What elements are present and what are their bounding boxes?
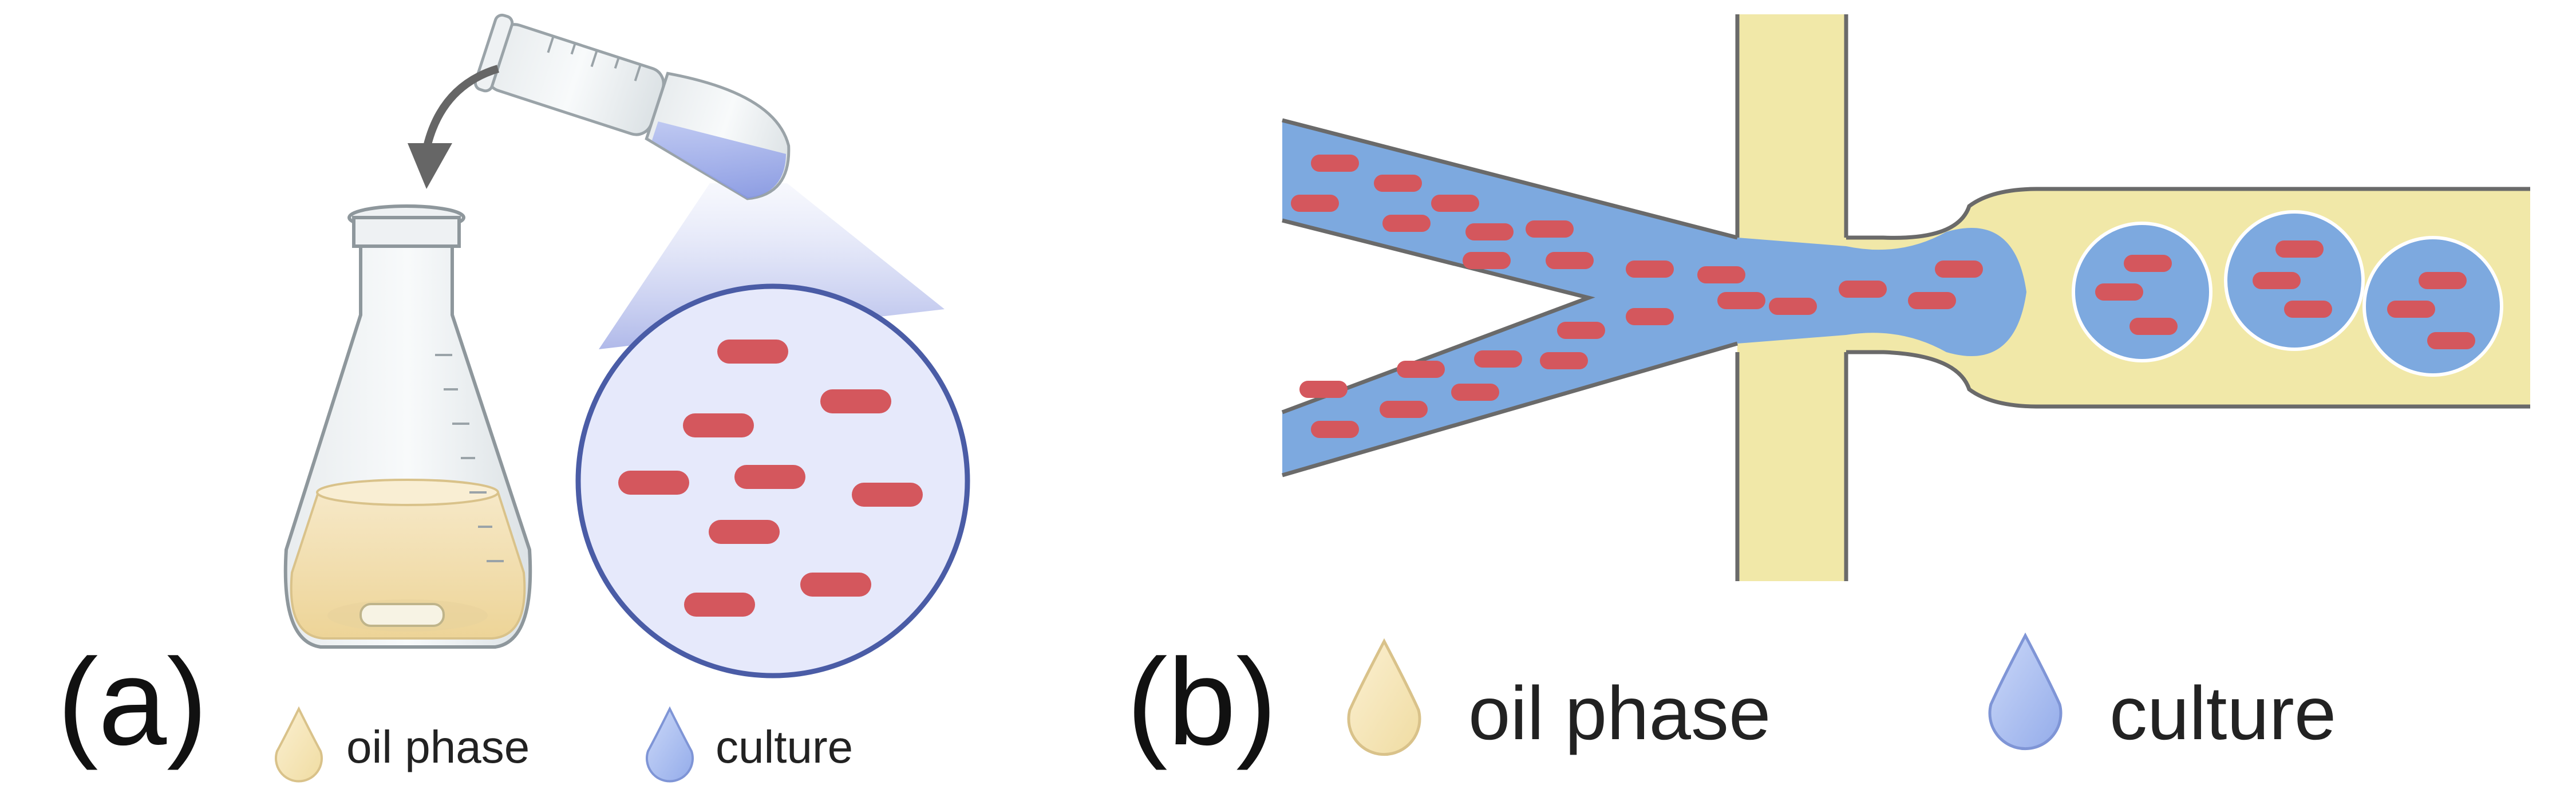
bacterium — [1311, 155, 1359, 172]
bacterium — [1311, 421, 1359, 438]
bacterium — [820, 389, 891, 413]
legend-culture-label-b: culture — [2109, 671, 2337, 755]
bacterium — [1717, 292, 1765, 309]
bacterium — [1299, 381, 1348, 398]
bacterium — [1769, 298, 1817, 315]
bacterium — [1451, 384, 1499, 401]
bacterium — [717, 340, 788, 364]
bacterium — [1839, 281, 1887, 298]
oil-droplet-icon — [1347, 638, 1421, 756]
bacterium — [852, 483, 923, 507]
bacterium — [1526, 220, 1574, 238]
pouring-flask — [473, 13, 791, 200]
panel-a — [275, 13, 970, 783]
bacterium — [2129, 318, 2178, 335]
bacterium — [1626, 308, 1674, 325]
bacterium — [1557, 322, 1605, 339]
bacterium — [2253, 272, 2301, 289]
legend-oil-phase-label-b: oil phase — [1468, 671, 1771, 755]
bacterium — [683, 413, 754, 437]
legend-culture-label-a: culture — [716, 721, 854, 772]
bacterium — [800, 573, 871, 597]
bacterium — [2284, 301, 2332, 318]
bacterium — [1626, 261, 1674, 278]
oil-droplet-icon — [275, 706, 323, 783]
bacterium — [2275, 240, 2324, 258]
bacterium — [1935, 261, 1983, 278]
bacterium — [684, 593, 755, 617]
stir-bar — [359, 603, 445, 627]
bacterium — [1397, 361, 1445, 378]
bacterium — [618, 471, 689, 495]
culture-droplet-icon — [646, 706, 694, 783]
bacterium — [1474, 350, 1522, 368]
bacterium — [1374, 175, 1422, 192]
panel-label-b: (b) — [1127, 633, 1277, 771]
erlenmeyer-flask — [283, 204, 532, 649]
magnified-bacteria — [618, 340, 923, 617]
panel-b — [1281, 14, 2530, 756]
bacterium — [1431, 195, 1479, 212]
bacterium — [1546, 252, 1594, 269]
bacterium — [1291, 195, 1339, 212]
legend-oil-phase-label-a: oil phase — [346, 721, 530, 772]
bacterium — [709, 520, 780, 544]
bacterium — [1465, 223, 1514, 240]
pour-arrow-icon — [408, 65, 500, 189]
bacterium — [1697, 266, 1745, 283]
panel-label-a: (a) — [57, 633, 208, 771]
bacterium — [2124, 255, 2172, 272]
bacterium — [2095, 283, 2143, 301]
culture-droplet-icon — [1988, 632, 2063, 751]
bacterium — [1380, 401, 1428, 418]
bacterium — [2427, 332, 2475, 349]
bacterium — [1908, 292, 1956, 309]
channel-bacteria — [1291, 155, 2475, 438]
bacterium — [1463, 252, 1511, 269]
bacterium — [2387, 301, 2435, 318]
bacterium — [2419, 272, 2467, 289]
bacterium — [1540, 352, 1588, 369]
bacterium — [1382, 215, 1431, 232]
bacterium — [734, 465, 805, 489]
